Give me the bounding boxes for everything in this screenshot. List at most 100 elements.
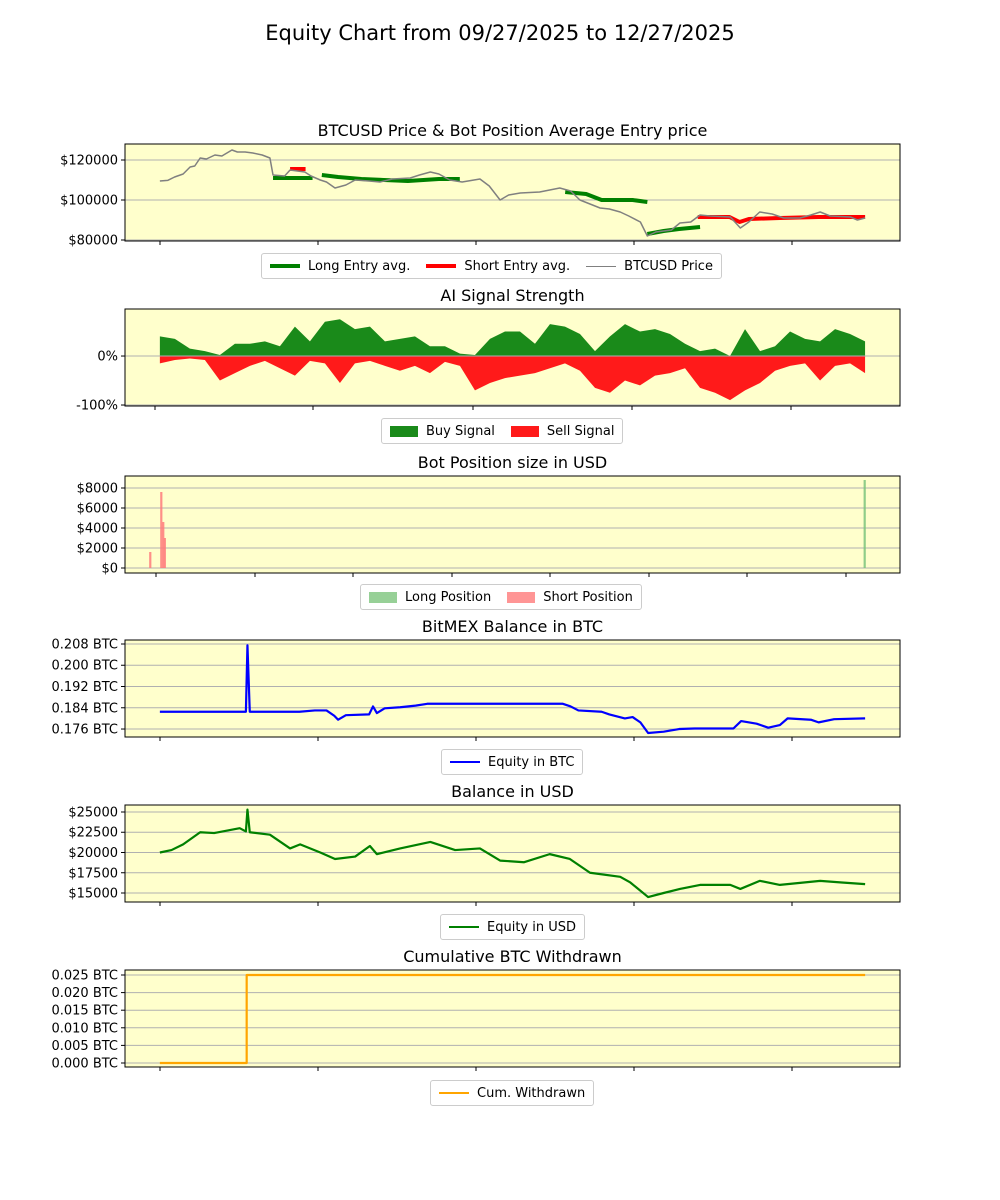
subplot-title: Balance in USD [451, 782, 574, 801]
subplot-4: BitMEX Balance in BTC 0.176 BTC 0.184 BTC 0… [51, 617, 901, 741]
y-tick-label: $20000 [68, 846, 118, 861]
axes-frame [124, 308, 901, 407]
short-position-bar [149, 552, 152, 568]
y-tick-label: $8000 [77, 482, 118, 497]
y-tick-label: 0.020 BTC [51, 986, 118, 1001]
legend-label: Sell Signal [546, 423, 615, 439]
legend-swatch [270, 264, 300, 268]
legend-label: Buy Signal [426, 423, 495, 439]
legend-item: Equity in USD [449, 920, 576, 935]
legend: Cum. Withdrawn [430, 1080, 595, 1106]
legend-swatch [426, 264, 457, 268]
legend-swatch [507, 591, 536, 603]
subplot-6: Cumulative BTC Withdrawn 0.000 BTC 0.005 B… [51, 947, 901, 1071]
y-tick-label: $120000 [60, 154, 118, 169]
series-group [159, 149, 866, 237]
subplot-1: BTCUSD Price & Bot Position Average Entr… [60, 121, 901, 249]
equity-in-btc-line [159, 644, 866, 735]
subplot-2: AI Signal Strength -100% 0% [76, 286, 901, 414]
series-group [149, 480, 866, 568]
axes-frame [124, 804, 901, 903]
legend-item: Equity in BTC [450, 755, 574, 770]
y-tick-label: 0.200 BTC [51, 659, 118, 674]
series-group [159, 973, 866, 1065]
legend-swatch [369, 591, 397, 603]
y-tick-label: 0.005 BTC [51, 1039, 118, 1054]
y-tick-label: $100000 [60, 194, 118, 209]
plot-area [125, 970, 900, 1067]
legend-label: BTCUSD Price [624, 258, 713, 274]
legend-item: Short Entry avg. [426, 259, 570, 274]
series-group [159, 808, 866, 899]
legend-label: Short Position [543, 589, 633, 605]
axes-frame [124, 475, 901, 574]
legend-item: Buy Signal [390, 424, 495, 439]
y-tick-label: $25000 [68, 805, 118, 820]
y-tick-label: $4000 [77, 522, 118, 537]
y-tick-label: 0.010 BTC [51, 1021, 118, 1036]
series-group [159, 644, 866, 735]
legend-label: Cum. Withdrawn [477, 1085, 586, 1101]
legend: Long Position Short Position [360, 584, 642, 610]
y-tick-label: -100% [76, 399, 118, 414]
subplot-3: Bot Position size in USD $0 $2000 $4000 $600… [77, 453, 901, 577]
subplot-5: Balance in USD $15000 $17500 $20000 $22500 $2… [68, 782, 901, 906]
legend: Long Entry avg. Short Entry avg. BTCUSD Pr… [261, 253, 722, 279]
axes-frame [124, 969, 901, 1068]
legend-item: Cum. Withdrawn [439, 1086, 585, 1101]
legend-label: Equity in USD [487, 919, 577, 935]
subplot-title: AI Signal Strength [440, 286, 584, 305]
subplot-title: BitMEX Balance in BTC [422, 617, 603, 636]
y-tick-label: $17500 [68, 866, 118, 881]
cum-withdrawn-line [159, 973, 866, 1065]
y-tick-label: $22500 [68, 826, 118, 841]
y-tick-label: 0.000 BTC [51, 1056, 118, 1071]
y-tick-label: $6000 [77, 502, 118, 517]
plot-area [125, 640, 900, 737]
y-tick-label: $15000 [68, 887, 118, 902]
legend: Equity in BTC [441, 749, 584, 775]
legend: Buy Signal Sell Signal [381, 418, 624, 444]
subplot-title: BTCUSD Price & Bot Position Average Entr… [318, 121, 708, 140]
long-entry-avg-line [321, 173, 460, 183]
legend-label: Long Entry avg. [308, 258, 411, 274]
subplot-title: Cumulative BTC Withdrawn [403, 947, 622, 966]
y-tick-label: 0.025 BTC [51, 968, 118, 983]
legend-swatch [390, 425, 418, 437]
y-tick-label: $80000 [68, 234, 118, 249]
legend-item: BTCUSD Price [586, 259, 713, 274]
long-entry-avg-line [565, 190, 648, 204]
legend-swatch [439, 1092, 469, 1094]
y-tick-label: 0.208 BTC [51, 637, 118, 652]
legend-label: Long Position [405, 589, 492, 605]
figure-title: Equity Chart from 09/27/2025 to 12/27/20… [265, 21, 735, 45]
subplot-title: Bot Position size in USD [418, 453, 607, 472]
y-tick-label: 0.176 BTC [51, 723, 118, 738]
legend: Equity in USD [440, 914, 586, 940]
y-tick-label: 0.192 BTC [51, 680, 118, 695]
legend-swatch [586, 265, 617, 267]
axes-frame [124, 639, 901, 738]
sell-signal-area [159, 356, 866, 401]
y-tick-label: $2000 [77, 542, 118, 557]
legend-item: Short Position [507, 590, 633, 605]
legend-item: Long Position [369, 590, 491, 605]
axes-frame [124, 143, 901, 242]
legend-swatch [449, 926, 479, 928]
plot-area [125, 805, 900, 902]
legend-item: Long Entry avg. [270, 259, 410, 274]
short-position-bar [160, 492, 163, 568]
plot-area [125, 144, 900, 241]
y-tick-label: 0.184 BTC [51, 701, 118, 716]
legend-swatch [510, 425, 539, 437]
legend-label: Short Entry avg. [464, 258, 571, 274]
y-tick-label: 0% [97, 350, 118, 365]
legend-label: Equity in BTC [488, 754, 575, 770]
equity-in-usd-line [159, 808, 866, 899]
short-position-bar [162, 522, 165, 568]
long-position-bar [863, 480, 866, 568]
legend-item: Sell Signal [510, 423, 615, 439]
short-position-bar [163, 538, 166, 568]
y-tick-label: $0 [101, 562, 118, 577]
